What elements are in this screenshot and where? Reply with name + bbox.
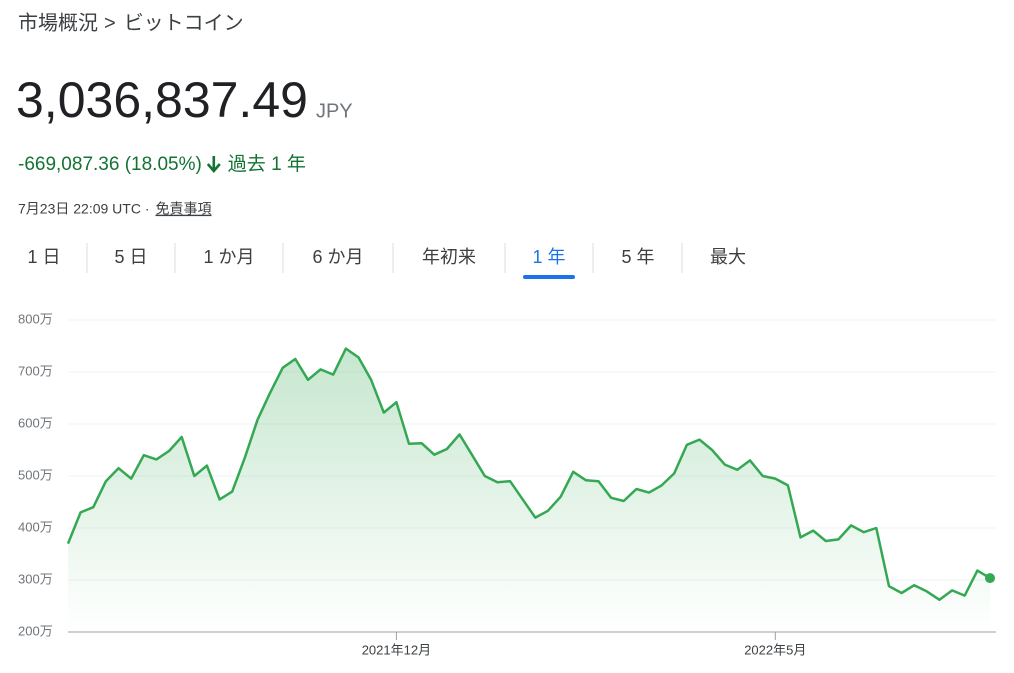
- y-tick-label: 700万: [18, 363, 53, 378]
- y-tick-label: 300万: [18, 571, 53, 586]
- price: 3,036,837.49: [16, 72, 308, 128]
- y-tick-label: 200万: [18, 623, 53, 638]
- currency: JPY: [316, 100, 353, 122]
- range-tab[interactable]: 1 年: [532, 247, 565, 267]
- breadcrumb-separator: >: [104, 12, 116, 34]
- last-point: [985, 573, 995, 584]
- range-tab[interactable]: 最大: [710, 247, 746, 267]
- breadcrumb-current: ビットコイン: [124, 11, 244, 34]
- selected-tab-indicator: [523, 275, 575, 279]
- disclaimer-link[interactable]: 免責事項: [156, 201, 212, 217]
- period: 過去 1 年: [228, 153, 306, 175]
- range-tab[interactable]: 5 日: [114, 247, 147, 267]
- y-tick-label: 600万: [18, 415, 53, 430]
- range-tab[interactable]: 年初来: [422, 247, 476, 267]
- range-tab[interactable]: 5 年: [621, 247, 654, 267]
- x-tick-label: 2022年5月: [744, 642, 806, 657]
- range-tab[interactable]: 1 日: [27, 247, 60, 267]
- price-chart: 200万 300万 400万 500万 600万 700万 800万 2021年12月 2022…: [18, 311, 996, 657]
- range-tabs: 1 日 5 日 1 か月 6 か月 年初来 1 年 5 年 最大: [27, 243, 746, 279]
- range-tab[interactable]: 1 か月: [203, 247, 254, 267]
- y-tick-label: 500万: [18, 467, 53, 482]
- breadcrumb-parent[interactable]: 市場概況: [18, 11, 98, 34]
- price-change: -669,087.36 (18.05%): [18, 154, 202, 175]
- x-tick-label: 2021年12月: [362, 642, 431, 657]
- y-tick-label: 800万: [18, 311, 53, 326]
- y-tick-label: 400万: [18, 519, 53, 534]
- down-arrow-icon: [206, 156, 221, 173]
- range-tab[interactable]: 6 か月: [312, 247, 363, 267]
- area-fill: [68, 348, 990, 632]
- price-line: [66, 347, 991, 602]
- timestamp: 7月23日 22:09 UTC ·: [18, 201, 150, 217]
